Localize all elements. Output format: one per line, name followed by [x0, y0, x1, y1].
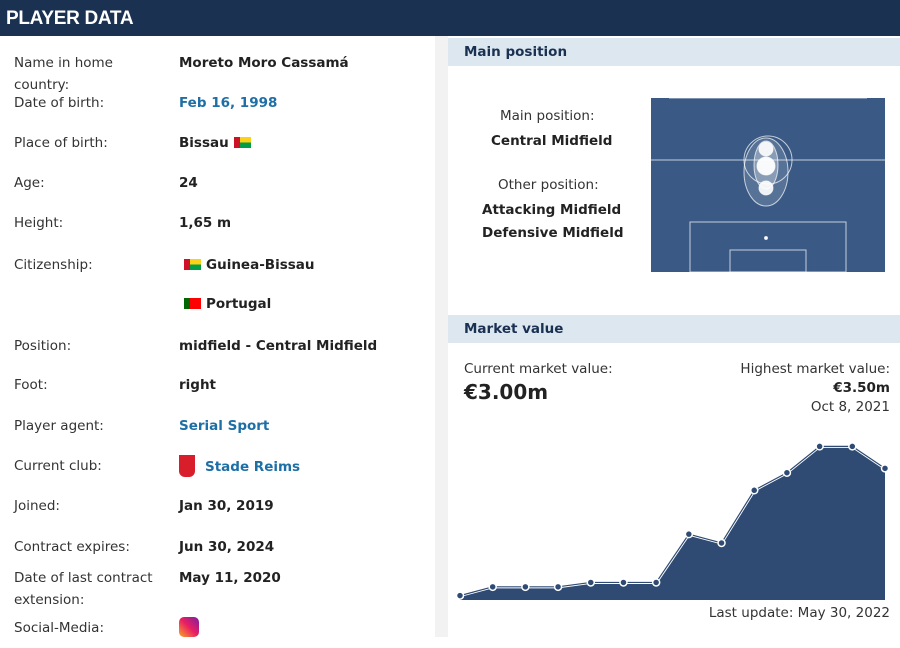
row-label: Age: — [14, 175, 45, 191]
citizenship: Portugal — [206, 296, 272, 312]
market-point[interactable] — [488, 582, 497, 592]
market-point[interactable] — [521, 582, 530, 592]
row-value: May 11, 2020 — [179, 567, 281, 589]
value-text: Feb 16, 1998 — [179, 95, 278, 111]
row-value[interactable]: Stade Reims — [179, 455, 300, 478]
highest-value: €3.50m — [833, 380, 890, 396]
pitch — [651, 97, 885, 273]
row-label: Height: — [14, 215, 64, 231]
row-value: 1,65 m — [179, 212, 231, 234]
market-area — [460, 446, 885, 600]
row-label: Player agent: — [14, 418, 104, 434]
market-point[interactable] — [553, 582, 563, 592]
row-label: Current club: — [14, 458, 102, 474]
value-text: Moreto Moro Cassamá — [179, 55, 349, 71]
value-text: Jan 30, 2019 — [179, 498, 274, 514]
row-value: Bissau — [179, 132, 256, 154]
value-text: Jun 30, 2024 — [179, 539, 275, 555]
row-label: Position: — [14, 338, 72, 354]
separator — [435, 36, 448, 637]
other-label: Other position: — [498, 177, 599, 193]
value-text: May 11, 2020 — [179, 570, 281, 586]
value-text: 24 — [179, 175, 198, 191]
row-label: Place of birth: — [14, 135, 108, 151]
highest-label: Highest market value: — [740, 361, 890, 377]
current-label: Current market value: — [464, 361, 613, 377]
header-title: PLAYER DATA — [0, 0, 900, 36]
market-point[interactable] — [717, 538, 726, 548]
row-value: Jan 30, 2019 — [179, 495, 274, 517]
section-title: Market value — [448, 315, 900, 343]
row-label: Social-Media: — [14, 620, 104, 636]
market-point[interactable] — [749, 486, 759, 495]
market-point[interactable] — [880, 464, 890, 473]
value-text: 1,65 m — [179, 215, 232, 231]
row-value: Moreto Moro Cassamá — [179, 52, 349, 74]
value-text: right — [179, 377, 217, 393]
flag — [233, 137, 251, 148]
current-value: €3.00m — [464, 380, 549, 404]
flag — [184, 298, 201, 309]
row-value[interactable]: Feb 16, 1998 — [179, 92, 277, 114]
market-line-inner — [459, 445, 886, 597]
market-point[interactable] — [586, 578, 596, 587]
value-text: Stade Reims — [205, 459, 301, 475]
value-text: Serial Sport — [179, 418, 270, 434]
value-text: Bissau — [179, 135, 229, 151]
market-point[interactable] — [815, 442, 824, 451]
main-position: Central Midfield — [491, 133, 613, 149]
section-title: Main position — [448, 38, 900, 66]
highest-date: Oct 8, 2021 — [810, 399, 890, 415]
citizenship: Guinea-Bissau — [206, 257, 315, 273]
row-value: 24 — [179, 172, 198, 194]
row-value: Guinea-Bissau — [179, 254, 315, 276]
row-label: Contract expires: — [14, 539, 130, 555]
other-position: Defensive Midfield — [482, 225, 624, 241]
club-crest — [179, 455, 195, 477]
main-label: Main position: — [500, 108, 595, 124]
row-label: Foot: — [14, 377, 48, 393]
row-value: right — [179, 374, 216, 396]
market-point[interactable] — [651, 578, 661, 587]
row-label: Name in home country: — [14, 55, 113, 93]
market-point[interactable] — [684, 529, 694, 539]
row-label: Citizenship: — [14, 257, 93, 273]
flag — [184, 259, 201, 270]
row-value: midfield - Central Midfield — [179, 335, 377, 357]
market-point[interactable] — [455, 591, 465, 600]
row-value: Jun 30, 2024 — [179, 536, 274, 558]
market-point[interactable] — [848, 442, 857, 451]
instagram-icon — [179, 617, 199, 637]
last-update: Last update: May 30, 2022 — [708, 605, 890, 621]
other-position: Attacking Midfield — [482, 202, 622, 218]
row-value[interactable]: Serial Sport — [179, 415, 269, 437]
market-point[interactable] — [782, 468, 792, 477]
value-text: midfield - Central Midfield — [179, 338, 378, 354]
row-label: Date of birth: — [14, 95, 105, 111]
row-value: Portugal — [179, 293, 271, 315]
row-value[interactable] — [179, 617, 199, 648]
row-label: Date of last contract extension: — [14, 570, 153, 608]
row-label: Joined: — [14, 498, 60, 514]
market-point[interactable] — [619, 578, 628, 587]
